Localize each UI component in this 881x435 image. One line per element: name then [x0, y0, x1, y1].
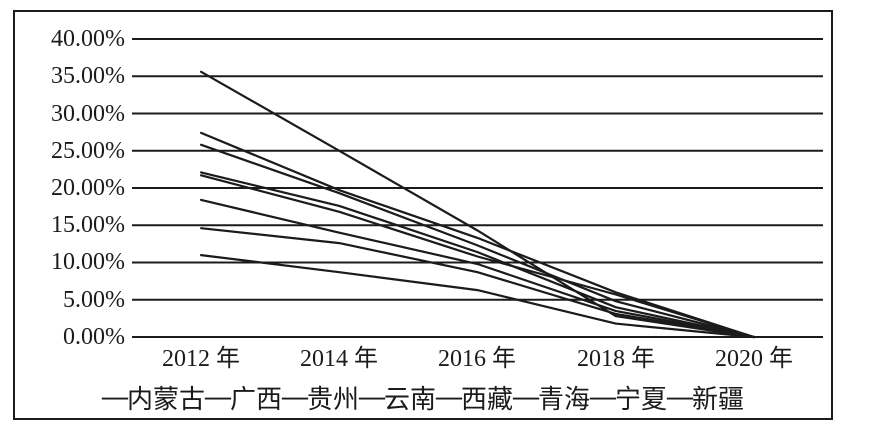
legend: — 内蒙古 — 广西 — 贵州 — 云南 — 西藏 — 青海 — 宁夏 — 新疆 [15, 380, 831, 414]
legend-item: — 西藏 [436, 379, 513, 416]
legend-line-swatch: — [590, 382, 616, 411]
chart-canvas [132, 38, 823, 339]
legend-item: — 云南 [359, 379, 436, 416]
y-axis-tick-label: 20.00% [51, 175, 125, 201]
y-axis-tick-label: 0.00% [63, 324, 125, 350]
legend-line-swatch: — [436, 382, 462, 411]
legend-line-swatch: — [101, 382, 128, 411]
legend-item: — 青海 [513, 379, 590, 416]
y-axis-tick-label: 15.00% [51, 212, 125, 238]
legend-line-swatch: — [204, 382, 231, 411]
x-axis-tick-label: 2016 年 [438, 346, 516, 372]
y-axis-tick-label: 25.00% [51, 138, 125, 164]
legend-label: 贵州 [306, 384, 359, 414]
legend-item: — 广西 [205, 379, 282, 416]
series-line-1 [200, 198, 756, 339]
legend-label: 广西 [229, 384, 282, 414]
legend-label: 云南 [383, 384, 436, 414]
series-line-7 [200, 174, 756, 339]
legend-item: — 贵州 [282, 379, 359, 416]
x-axis-tick-label: 2020 年 [715, 346, 793, 372]
legend-label: 宁夏 [615, 384, 668, 414]
y-axis-tick-label: 35.00% [51, 63, 125, 89]
x-axis-tick-label: 2014 年 [300, 346, 378, 372]
x-axis-tick-label: 2012 年 [162, 346, 240, 372]
series-line-4 [200, 70, 756, 339]
y-axis-tick-label: 5.00% [63, 287, 125, 313]
legend-item: — 新疆 [667, 379, 744, 416]
legend-line-swatch: — [667, 382, 693, 411]
series-line-2 [200, 131, 756, 339]
legend-label: 内蒙古 [126, 384, 205, 414]
y-axis-tick-label: 10.00% [51, 249, 125, 275]
series-line-6 [200, 227, 756, 339]
series-line-0 [200, 254, 756, 339]
x-axis-tick-label: 2018 年 [577, 346, 655, 372]
series-line-5 [200, 171, 756, 339]
chart-frame: 40.00% 35.00% 30.00% 25.00% 20.00% 15.00… [13, 10, 833, 420]
legend-label: 西藏 [461, 384, 514, 414]
y-axis-tick-label: 30.00% [51, 101, 125, 127]
legend-line-swatch: — [358, 382, 385, 411]
legend-line-swatch: — [281, 382, 308, 411]
y-axis-tick-label: 40.00% [51, 26, 125, 52]
legend-item: — 内蒙古 [102, 379, 205, 416]
legend-label: 青海 [538, 384, 591, 414]
series-line-3 [200, 143, 756, 339]
legend-item: — 宁夏 [590, 379, 667, 416]
legend-label: 新疆 [692, 384, 745, 414]
legend-line-swatch: — [513, 382, 539, 411]
